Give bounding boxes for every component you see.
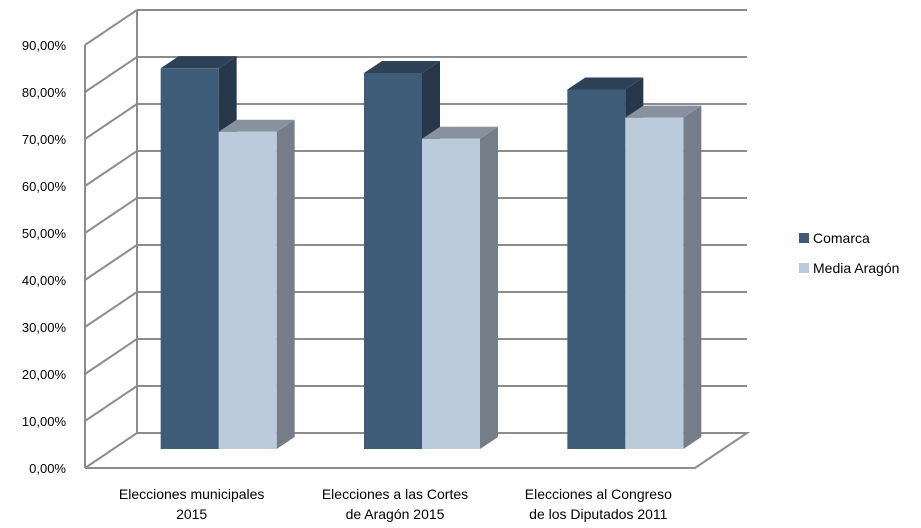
bar-front-face [567,89,626,449]
bar-side-face [683,105,702,450]
bar-front-face [160,68,219,450]
bar [218,119,295,449]
gridline-side [84,103,138,140]
bar-side-face [276,119,295,449]
bar-top-face [567,77,644,90]
legend-swatch [799,263,809,273]
bar-front-face [625,117,684,450]
gridline-side [84,197,138,234]
gridline-side [84,9,138,46]
x-category-label: Elecciones al Congreso [525,486,672,502]
bar-front-face [422,138,480,450]
y-tick-label: 60,00% [22,179,67,194]
x-category-label: de los Diputados 2011 [529,506,667,522]
y-tick-label: 10,00% [22,414,67,429]
chart-floor [84,432,751,469]
legend-label: Comarca [813,230,870,246]
y-tick-label: 50,00% [22,226,67,241]
x-axis-category-labels: Elecciones municipales 2015 Elecciones a l… [119,486,672,522]
gridline-side [84,385,138,422]
legend-swatch [799,233,809,243]
bar-top-face [364,61,440,73]
gridline-side [84,56,138,93]
y-tick-label: 0,00% [29,461,66,476]
bar-front-face [364,73,422,449]
y-tick-label: 40,00% [22,273,67,288]
y-tick-label: 90,00% [22,38,67,53]
bar-top-face [422,126,498,139]
bar-top-face [218,119,295,132]
legend: Comarca Media Aragón [799,230,899,276]
y-tick-label: 70,00% [22,132,67,147]
bar-front-face [218,131,277,449]
legend-label: Media Aragón [813,260,899,276]
y-tick-label: 20,00% [22,367,67,382]
chart-walls [84,10,751,469]
x-category-label: Elecciones municipales [119,486,265,502]
y-tick-label: 80,00% [22,85,67,100]
bar [625,105,702,450]
bar-top-face [625,105,702,118]
y-tick-label: 30,00% [22,320,67,335]
gridline-side [84,338,138,375]
x-category-label: 2015 [176,506,207,522]
y-axis-tick-labels: 0,00% 10,00% 20,00% 30,00% 40,00% 50,00% 60,00… [22,38,67,476]
gridline-side [84,244,138,281]
bars [160,56,702,450]
bar-top-face [160,56,237,69]
gridline-side [84,150,138,187]
bar [422,126,498,450]
bar-side-face [480,126,498,450]
gridline-side [84,291,138,328]
x-category-label: Elecciones a las Cortes [322,486,468,502]
x-category-label: de Aragón 2015 [346,506,445,522]
